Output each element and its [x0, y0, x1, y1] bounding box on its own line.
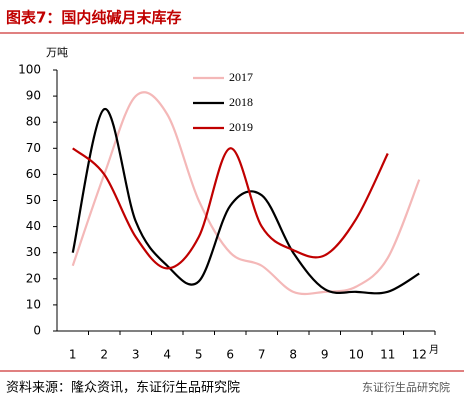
x-tick-label: 7 [258, 348, 266, 362]
y-tick-label: 30 [26, 245, 41, 259]
x-tick-label: 8 [289, 348, 297, 362]
series-line [71, 91, 421, 296]
x-tick-label: 2 [100, 348, 108, 362]
x-tick-label: 4 [163, 348, 171, 362]
y-tick-label: 100 [18, 63, 41, 77]
watermark: 东证衍生品研究院 [362, 380, 450, 394]
x-tick-label: 11 [380, 348, 395, 362]
y-tick-label: 0 [33, 324, 41, 338]
x-tick-label: 1 [69, 348, 77, 362]
series-line [72, 147, 389, 270]
y-axis-label: 万吨 [46, 46, 68, 59]
x-axis-label: 月 [429, 344, 439, 356]
x-tick-label: 12 [412, 348, 427, 362]
y-tick-label: 10 [26, 297, 41, 311]
chart-title: 图表7：国内纯碱月末库存 [6, 9, 181, 27]
x-tick-label: 9 [321, 348, 329, 362]
y-tick-label: 40 [26, 219, 41, 233]
y-tick-label: 50 [26, 193, 41, 207]
y-tick-label: 20 [26, 271, 41, 285]
x-tick-label: 3 [132, 348, 140, 362]
source: 资料来源：隆众资讯，东证衍生品研究院 [6, 381, 240, 396]
y-tick-label: 60 [26, 167, 41, 181]
x-tick-label: 5 [195, 348, 203, 362]
legend-label: 2019 [229, 120, 253, 134]
series-line [71, 108, 420, 295]
y-tick-label: 90 [26, 89, 41, 103]
legend-label: 2018 [229, 95, 253, 109]
y-tick-label: 70 [26, 141, 41, 155]
legend-label: 2017 [229, 70, 253, 84]
y-tick-label: 80 [26, 115, 41, 129]
x-tick-label: 6 [226, 348, 234, 362]
x-tick-label: 10 [349, 348, 364, 362]
